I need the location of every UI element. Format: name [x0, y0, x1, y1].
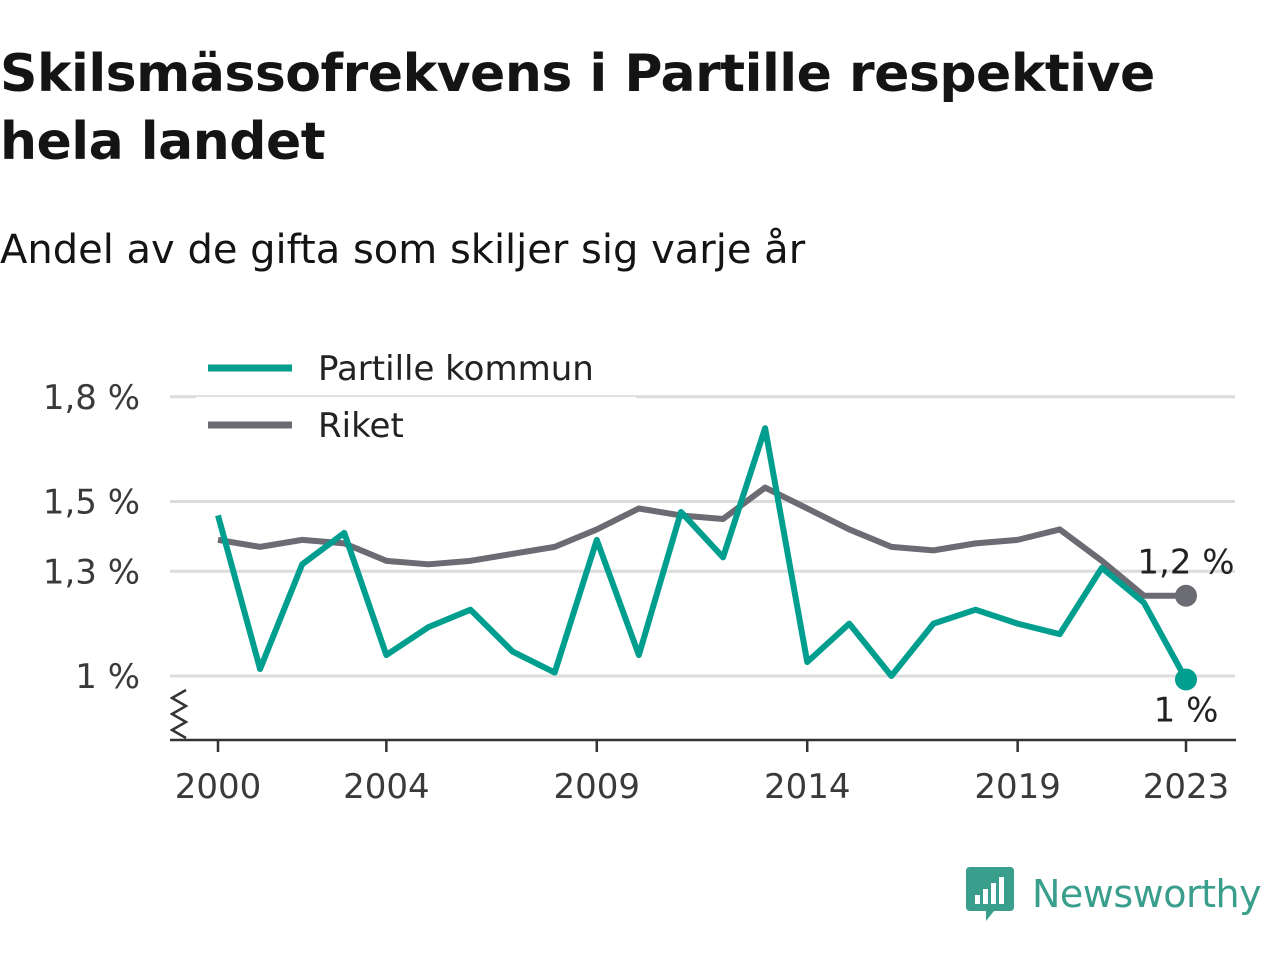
- brand-footer: Newsworthy: [964, 864, 1262, 924]
- y-tick-label: 1 %: [75, 657, 140, 697]
- end-label-riket: 1,2 %: [1137, 543, 1234, 583]
- y-tick-label: 1,3 %: [43, 552, 140, 592]
- newsworthy-chart-bubble-icon: [966, 867, 1014, 921]
- x-tick-label: 2019: [974, 767, 1061, 807]
- y-tick-labels: 1 % 1,3 % 1,5 % 1,8 %: [43, 378, 140, 697]
- legend-label: Riket: [318, 406, 404, 446]
- legend-label: Partille kommun: [318, 349, 594, 389]
- x-tick-label: 2009: [554, 767, 641, 807]
- x-tick-label: 2023: [1143, 767, 1230, 807]
- y-tick-label: 1,8 %: [43, 378, 140, 418]
- series-line-partille: [215, 425, 1189, 681]
- legend-bg: [196, 397, 636, 445]
- axis-break-icon: [169, 688, 189, 740]
- end-labels: 1 % 1,2 %: [1137, 543, 1234, 731]
- x-tick-labels: 2000 2004 2009 2014 2019 2023: [175, 767, 1230, 807]
- legend-bg: [196, 340, 636, 388]
- brand-name: Newsworthy: [1032, 872, 1262, 916]
- chart-subtitle: Andel av de gifta som skiljer sig varje …: [0, 227, 806, 273]
- y-tick-label: 1,5 %: [43, 483, 140, 523]
- legend: Partille kommun Riket: [196, 340, 636, 446]
- chart-title: Skilsmässofrekvens i Partille respektive…: [0, 44, 1155, 172]
- x-tick-label: 2004: [343, 767, 430, 807]
- series-line-riket: [217, 484, 1186, 599]
- end-label-partille: 1 %: [1154, 690, 1219, 730]
- end-point-partille: [1175, 668, 1197, 691]
- series-lines: [215, 425, 1197, 691]
- grid-lines: [170, 395, 1235, 678]
- x-tick-label: 2014: [764, 767, 851, 807]
- end-point-riket: [1175, 584, 1197, 607]
- x-tick-label: 2000: [175, 767, 262, 807]
- x-axis: [169, 688, 1236, 752]
